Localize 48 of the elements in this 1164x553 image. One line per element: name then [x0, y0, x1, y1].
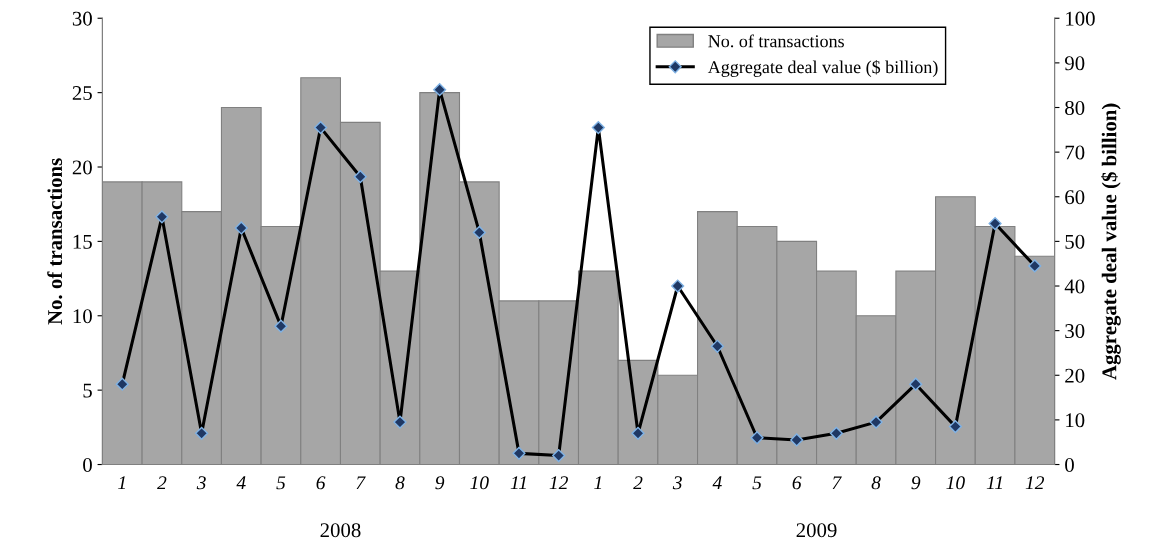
y-tick-label: 5 [83, 383, 92, 398]
y2-tick-label: 20 [1065, 368, 1085, 383]
y-tick-label: 25 [72, 86, 92, 101]
x-tick-label: 5 [276, 476, 286, 490]
y2-tick-label: 100 [1066, 11, 1095, 26]
x-tick-label: 10 [470, 476, 489, 490]
x-tick-label: 7 [832, 476, 842, 490]
x-tick-label: 12 [549, 476, 568, 490]
x-tick-label: 10 [946, 476, 965, 490]
legend-label: No. of transactions [708, 34, 844, 48]
x-tick-label: 12 [1025, 476, 1045, 490]
x-tick-label: 11 [986, 476, 1002, 490]
y2-tick-label: 80 [1065, 100, 1085, 115]
y-tick-label: 10 [73, 309, 92, 324]
text: 2008 [320, 523, 361, 538]
x-tick-label: 2 [633, 476, 643, 490]
x-tick-label: 5 [752, 476, 762, 490]
y2-tick-label: 70 [1065, 145, 1085, 160]
x-tick-label: 8 [871, 476, 881, 490]
x-tick-label: 9 [911, 476, 921, 490]
x-tick-label: 1 [118, 476, 126, 490]
x-tick-label: 6 [316, 476, 326, 490]
y2-tick-label: 30 [1065, 324, 1085, 339]
y-tick-label: 20 [72, 160, 92, 175]
x-tick-label: 4 [712, 476, 722, 490]
y2-tick-label: 90 [1064, 56, 1085, 71]
x-tick-label: 6 [792, 476, 802, 490]
y2-tick-label: 0 [1065, 457, 1074, 472]
y2-tick-label: 40 [1064, 279, 1085, 294]
y2-tick-label: 50 [1065, 234, 1085, 249]
x-tick-label: 8 [395, 476, 405, 490]
legend-label: Aggregate deal value ($ billion) [707, 60, 938, 77]
x-tick-label: 1 [594, 476, 602, 490]
y2-tick-label: 60 [1065, 190, 1085, 205]
y-axis-title: No. of transactions [47, 158, 63, 325]
y-tick-label: 30 [72, 11, 92, 26]
x-tick-label: 3 [196, 476, 206, 490]
x-tick-label: 2 [157, 476, 167, 490]
x-tick-label: 11 [510, 476, 526, 490]
x-tick-label: 7 [356, 476, 366, 490]
x-tick-label: 3 [672, 476, 682, 490]
y2-axis-title: Aggregate deal value ($ billion) [1101, 103, 1121, 380]
y-tick-label: 15 [73, 234, 92, 249]
y-tick-label: 0 [83, 457, 92, 472]
text: 2009 [796, 523, 837, 538]
x-tick-label: 4 [236, 476, 246, 490]
x-tick-label: 9 [435, 476, 445, 490]
y2-tick-label: 10 [1066, 413, 1085, 428]
